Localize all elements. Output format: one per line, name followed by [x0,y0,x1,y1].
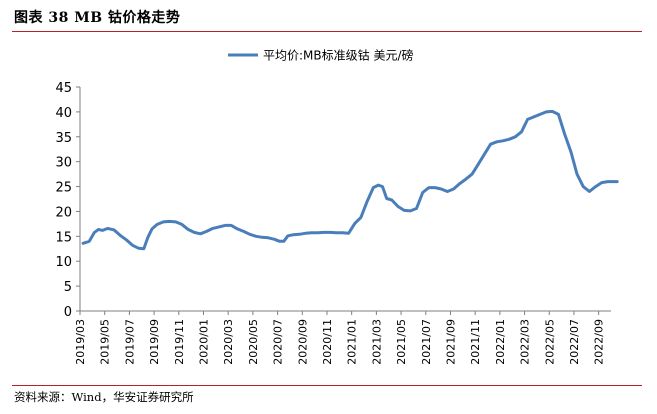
cobalt-price-chart: 平均价:MB标准级钴 美元/磅 0 5 10 15 20 25 30 35 40 45 2019/0… [55,48,619,365]
y-tick-label: 20 [55,205,72,220]
y-tick-label: 10 [55,255,72,270]
x-tick-label: 2021/03 [370,319,383,365]
x-tick-label: 2020/01 [197,319,210,365]
x-tick-label: 2021/05 [395,319,408,365]
x-tick-label: 2019/05 [99,319,112,365]
y-tick-label: 0 [64,305,72,320]
x-tick-label: 2019/09 [148,319,161,365]
x-tick-label: 2020/11 [321,319,334,365]
y-tick-label: 15 [55,230,72,245]
y-tick-label: 25 [55,181,72,196]
x-tick-label: 2021/07 [420,319,433,365]
legend: 平均价:MB标准级钴 美元/磅 [228,48,414,63]
figure-header: 图表 38 MB 钴价格走势 [0,0,657,30]
x-tick-label: 2019/03 [74,319,87,365]
y-tick-label: 45 [55,81,72,96]
x-tick-label: 2022/03 [519,319,532,365]
x-tick-label: 2022/09 [593,319,606,365]
x-tick-label: 2020/07 [272,319,285,365]
header-rule [12,31,642,32]
y-tick-label: 40 [55,106,72,121]
x-tick-label: 2022/01 [494,319,507,365]
x-tick-label: 2022/05 [543,319,556,365]
series-line [81,109,619,251]
x-tick-label: 2021/01 [346,319,359,365]
x-tick-label: 2019/11 [173,319,186,365]
tick-labels: 0 5 10 15 20 25 30 35 40 45 2019/03 2019/05 2019/07 2… [55,81,605,365]
figure-title: 图表 38 MB 钴价格走势 [14,10,181,26]
y-tick-label: 35 [55,131,72,146]
axes [76,86,611,315]
x-tick-label: 2019/07 [123,319,136,365]
source-note: 资料来源：Wind，华安证券研究所 [14,390,194,404]
x-tick-label: 2021/09 [444,319,457,365]
x-tick-label: 2022/07 [568,319,581,365]
x-tick-label: 2020/05 [247,319,260,365]
y-tick-label: 5 [64,280,72,295]
x-tick-label: 2021/11 [469,319,482,365]
series-layer [81,109,619,251]
y-tick-label: 30 [55,156,72,171]
x-tick-label: 2020/09 [296,319,309,365]
legend-label: 平均价:MB标准级钴 美元/磅 [263,48,414,63]
x-tick-label: 2020/03 [222,319,235,365]
footer-rule [12,385,642,386]
